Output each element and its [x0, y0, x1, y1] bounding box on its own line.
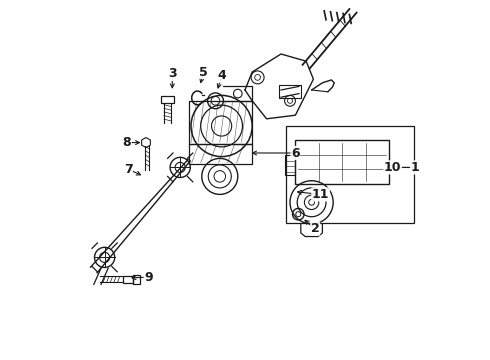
Text: 4: 4	[217, 69, 226, 82]
Bar	[279, 85, 301, 98]
Bar	[161, 96, 174, 103]
Bar	[286, 126, 414, 223]
Text: 5: 5	[199, 66, 208, 78]
Bar	[122, 276, 133, 283]
Bar	[285, 155, 295, 175]
Text: 10: 10	[384, 161, 401, 174]
Text: 1: 1	[411, 161, 419, 174]
Text: 9: 9	[144, 271, 153, 284]
Text: 8: 8	[122, 136, 131, 149]
Text: 3: 3	[168, 67, 176, 80]
Text: 11: 11	[312, 188, 329, 201]
Text: 6: 6	[291, 147, 300, 159]
Bar	[295, 140, 389, 184]
Bar	[133, 275, 140, 284]
Text: 7: 7	[123, 163, 132, 176]
Text: 2: 2	[311, 222, 319, 235]
